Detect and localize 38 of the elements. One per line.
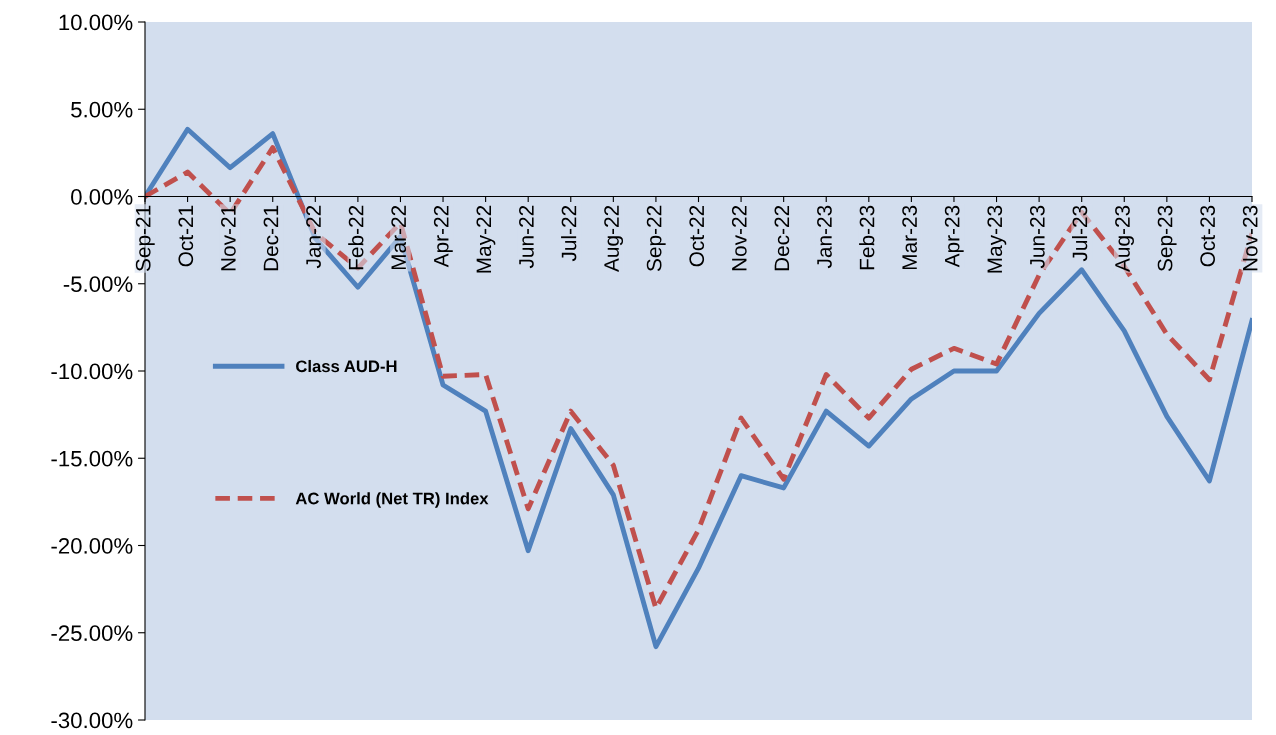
x-tick-label: Feb-22 xyxy=(348,205,364,270)
legend-label: AC World (Net TR) Index xyxy=(295,492,489,508)
y-tick-label: 0.00% xyxy=(71,189,133,205)
x-tick-label: Aug-22 xyxy=(604,205,624,272)
x-tick-label: Jan-23 xyxy=(817,205,832,269)
y-tick-label: 10.00% xyxy=(59,14,133,31)
x-tick-label: Dec-22 xyxy=(774,205,790,271)
x-tick-label: Sep-22 xyxy=(646,205,666,272)
x-tick-label: Aug-23 xyxy=(1115,205,1134,272)
x-tick-label: Oct-23 xyxy=(1200,205,1216,267)
y-tick-label: -10.00% xyxy=(51,363,133,380)
y-tick-label: -15.00% xyxy=(51,450,133,467)
legend-label: Class AUD-H xyxy=(296,359,397,373)
x-tick-label: Nov-22 xyxy=(731,205,747,271)
x-tick-label: Jul-22 xyxy=(561,205,577,262)
x-tick-label: Sep-23 xyxy=(1157,205,1177,272)
x-tick-label: Apr-22 xyxy=(433,205,453,268)
y-tick-label: -25.00% xyxy=(51,625,133,642)
x-tick-label: Jun-22 xyxy=(519,205,534,269)
x-tick-label: Mar-23 xyxy=(902,205,917,270)
y-tick-label: -5.00% xyxy=(63,276,133,293)
x-tick-label: Nov-23 xyxy=(1242,205,1258,271)
x-tick-label: Jan-22 xyxy=(306,205,321,269)
x-tick-label: Dec-21 xyxy=(263,205,279,271)
y-tick-label: -30.00% xyxy=(51,712,133,729)
x-tick-label: Oct-21 xyxy=(178,205,194,267)
y-tick-label: 5.00% xyxy=(71,101,133,118)
x-tick-label: Sep-21 xyxy=(135,205,155,272)
x-tick-label: Mar-22 xyxy=(391,205,407,270)
x-tick-label: Apr-23 xyxy=(944,205,964,268)
y-tick-label: -20.00% xyxy=(51,538,133,554)
x-tick-label: Feb-23 xyxy=(859,205,875,270)
x-tick-label: Jul-23 xyxy=(1071,205,1088,262)
x-tick-label: Jun-23 xyxy=(1029,205,1045,269)
x-tick-label: May-23 xyxy=(987,205,1007,273)
x-tick-label: May-22 xyxy=(476,205,496,273)
x-tick-label: Nov-21 xyxy=(220,205,236,271)
x-tick-label: Oct-22 xyxy=(689,205,705,267)
